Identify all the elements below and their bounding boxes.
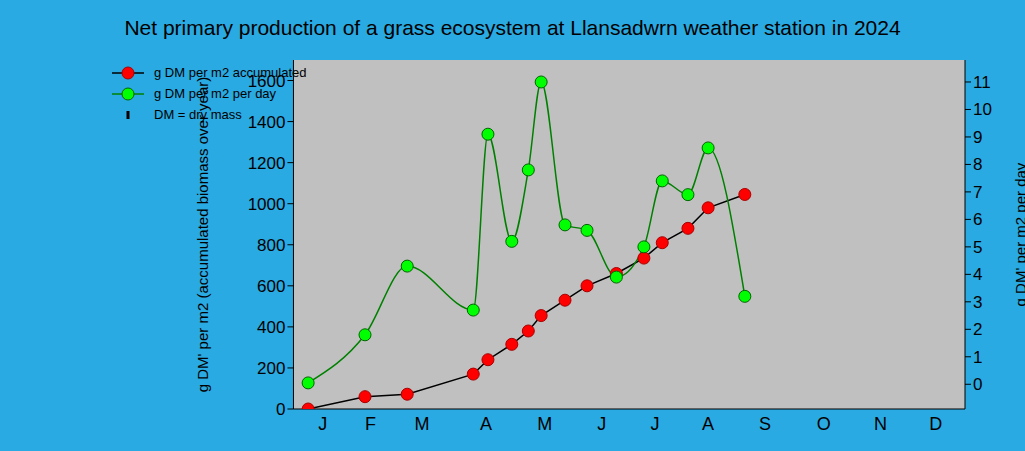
svg-text:M: M <box>414 414 429 434</box>
svg-text:A: A <box>480 414 492 434</box>
svg-text:800: 800 <box>257 236 285 255</box>
svg-text:1600: 1600 <box>248 72 286 91</box>
svg-text:1: 1 <box>973 348 982 367</box>
svg-text:0: 0 <box>276 400 285 419</box>
svg-text:J: J <box>318 414 327 434</box>
svg-text:2: 2 <box>973 320 982 339</box>
svg-text:5: 5 <box>973 238 982 257</box>
svg-text:S: S <box>759 414 771 434</box>
svg-text:g DM' per m2 (accumulated biom: g DM' per m2 (accumulated biomass over y… <box>194 77 211 392</box>
svg-text:3: 3 <box>973 293 982 312</box>
svg-text:F: F <box>365 414 376 434</box>
svg-text:A: A <box>702 414 714 434</box>
svg-text:8: 8 <box>973 155 982 174</box>
svg-text:11: 11 <box>973 73 991 92</box>
svg-text:400: 400 <box>257 318 285 337</box>
svg-text:9: 9 <box>973 128 982 147</box>
svg-text:1000: 1000 <box>248 195 286 214</box>
svg-text:6: 6 <box>973 210 982 229</box>
svg-text:D: D <box>929 414 942 434</box>
svg-text:1200: 1200 <box>248 154 286 173</box>
svg-text:M: M <box>537 414 552 434</box>
svg-text:J: J <box>650 414 659 434</box>
svg-text:J: J <box>597 414 606 434</box>
svg-text:0: 0 <box>973 375 982 394</box>
svg-text:600: 600 <box>257 277 285 296</box>
svg-text:10: 10 <box>973 100 992 119</box>
svg-text:1400: 1400 <box>248 113 286 132</box>
svg-text:O: O <box>817 414 831 434</box>
svg-text:4: 4 <box>973 265 982 284</box>
svg-text:7: 7 <box>973 183 982 202</box>
svg-text:g DM' per m2 per day: g DM' per m2 per day <box>1012 162 1017 306</box>
svg-text:N: N <box>874 414 887 434</box>
svg-text:200: 200 <box>257 359 285 378</box>
